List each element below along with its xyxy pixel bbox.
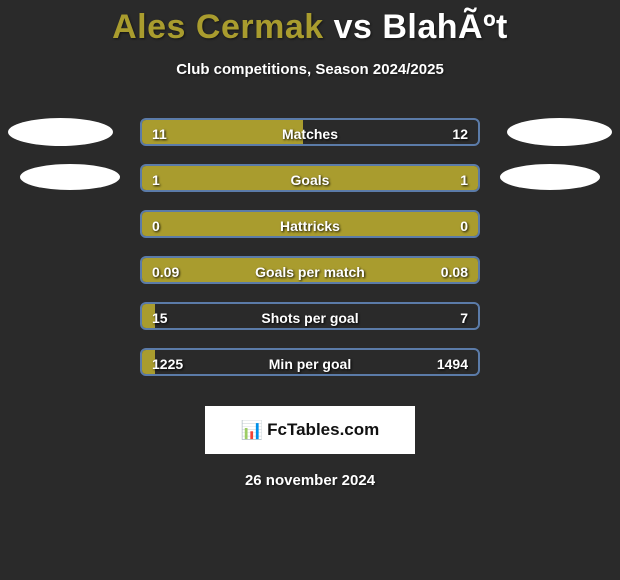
stat-row: 1225Min per goal1494 [0, 348, 620, 394]
logo-box[interactable]: 📊 FcTables.com [205, 406, 415, 454]
stat-row: 15Shots per goal7 [0, 302, 620, 348]
stat-row: 11Matches12 [0, 118, 620, 164]
stat-value-right: 1494 [437, 350, 468, 376]
date-label: 26 november 2024 [0, 472, 620, 489]
stat-bar: 1Goals1 [140, 164, 480, 192]
stats-section: 11Matches12 1Goals1 0Hattricks0 0.09Goals p… [0, 118, 620, 394]
comparison-widget: Ales Cermak vs BlahÃºt Club competitions… [0, 0, 620, 489]
stat-bar: 15Shots per goal7 [140, 302, 480, 330]
stat-value-right: 12 [452, 120, 468, 146]
stat-label: Shots per goal [142, 304, 478, 330]
stat-bar: 11Matches12 [140, 118, 480, 146]
player1-name: Ales Cermak [112, 8, 324, 46]
stat-bar: 1225Min per goal1494 [140, 348, 480, 376]
chart-icon: 📊 [241, 420, 263, 441]
stat-row: 1Goals1 [0, 164, 620, 210]
stat-value-right: 0 [460, 212, 468, 238]
stat-bar: 0.09Goals per match0.08 [140, 256, 480, 284]
subtitle: Club competitions, Season 2024/2025 [0, 61, 620, 78]
stat-value-right: 7 [460, 304, 468, 330]
stat-bar: 0Hattricks0 [140, 210, 480, 238]
page-title: Ales Cermak vs BlahÃºt [0, 8, 620, 47]
logo-text: FcTables.com [267, 420, 379, 440]
stat-label: Goals [142, 166, 478, 192]
stat-label: Goals per match [142, 258, 478, 284]
vs-separator: vs [334, 8, 373, 46]
stat-label: Hattricks [142, 212, 478, 238]
stat-label: Min per goal [142, 350, 478, 376]
stats-rows: 11Matches12 1Goals1 0Hattricks0 0.09Goals p… [0, 118, 620, 394]
player2-name: BlahÃºt [382, 8, 507, 46]
stat-label: Matches [142, 120, 478, 146]
stat-value-right: 1 [460, 166, 468, 192]
stat-value-right: 0.08 [441, 258, 468, 284]
stat-row: 0Hattricks0 [0, 210, 620, 256]
stat-row: 0.09Goals per match0.08 [0, 256, 620, 302]
